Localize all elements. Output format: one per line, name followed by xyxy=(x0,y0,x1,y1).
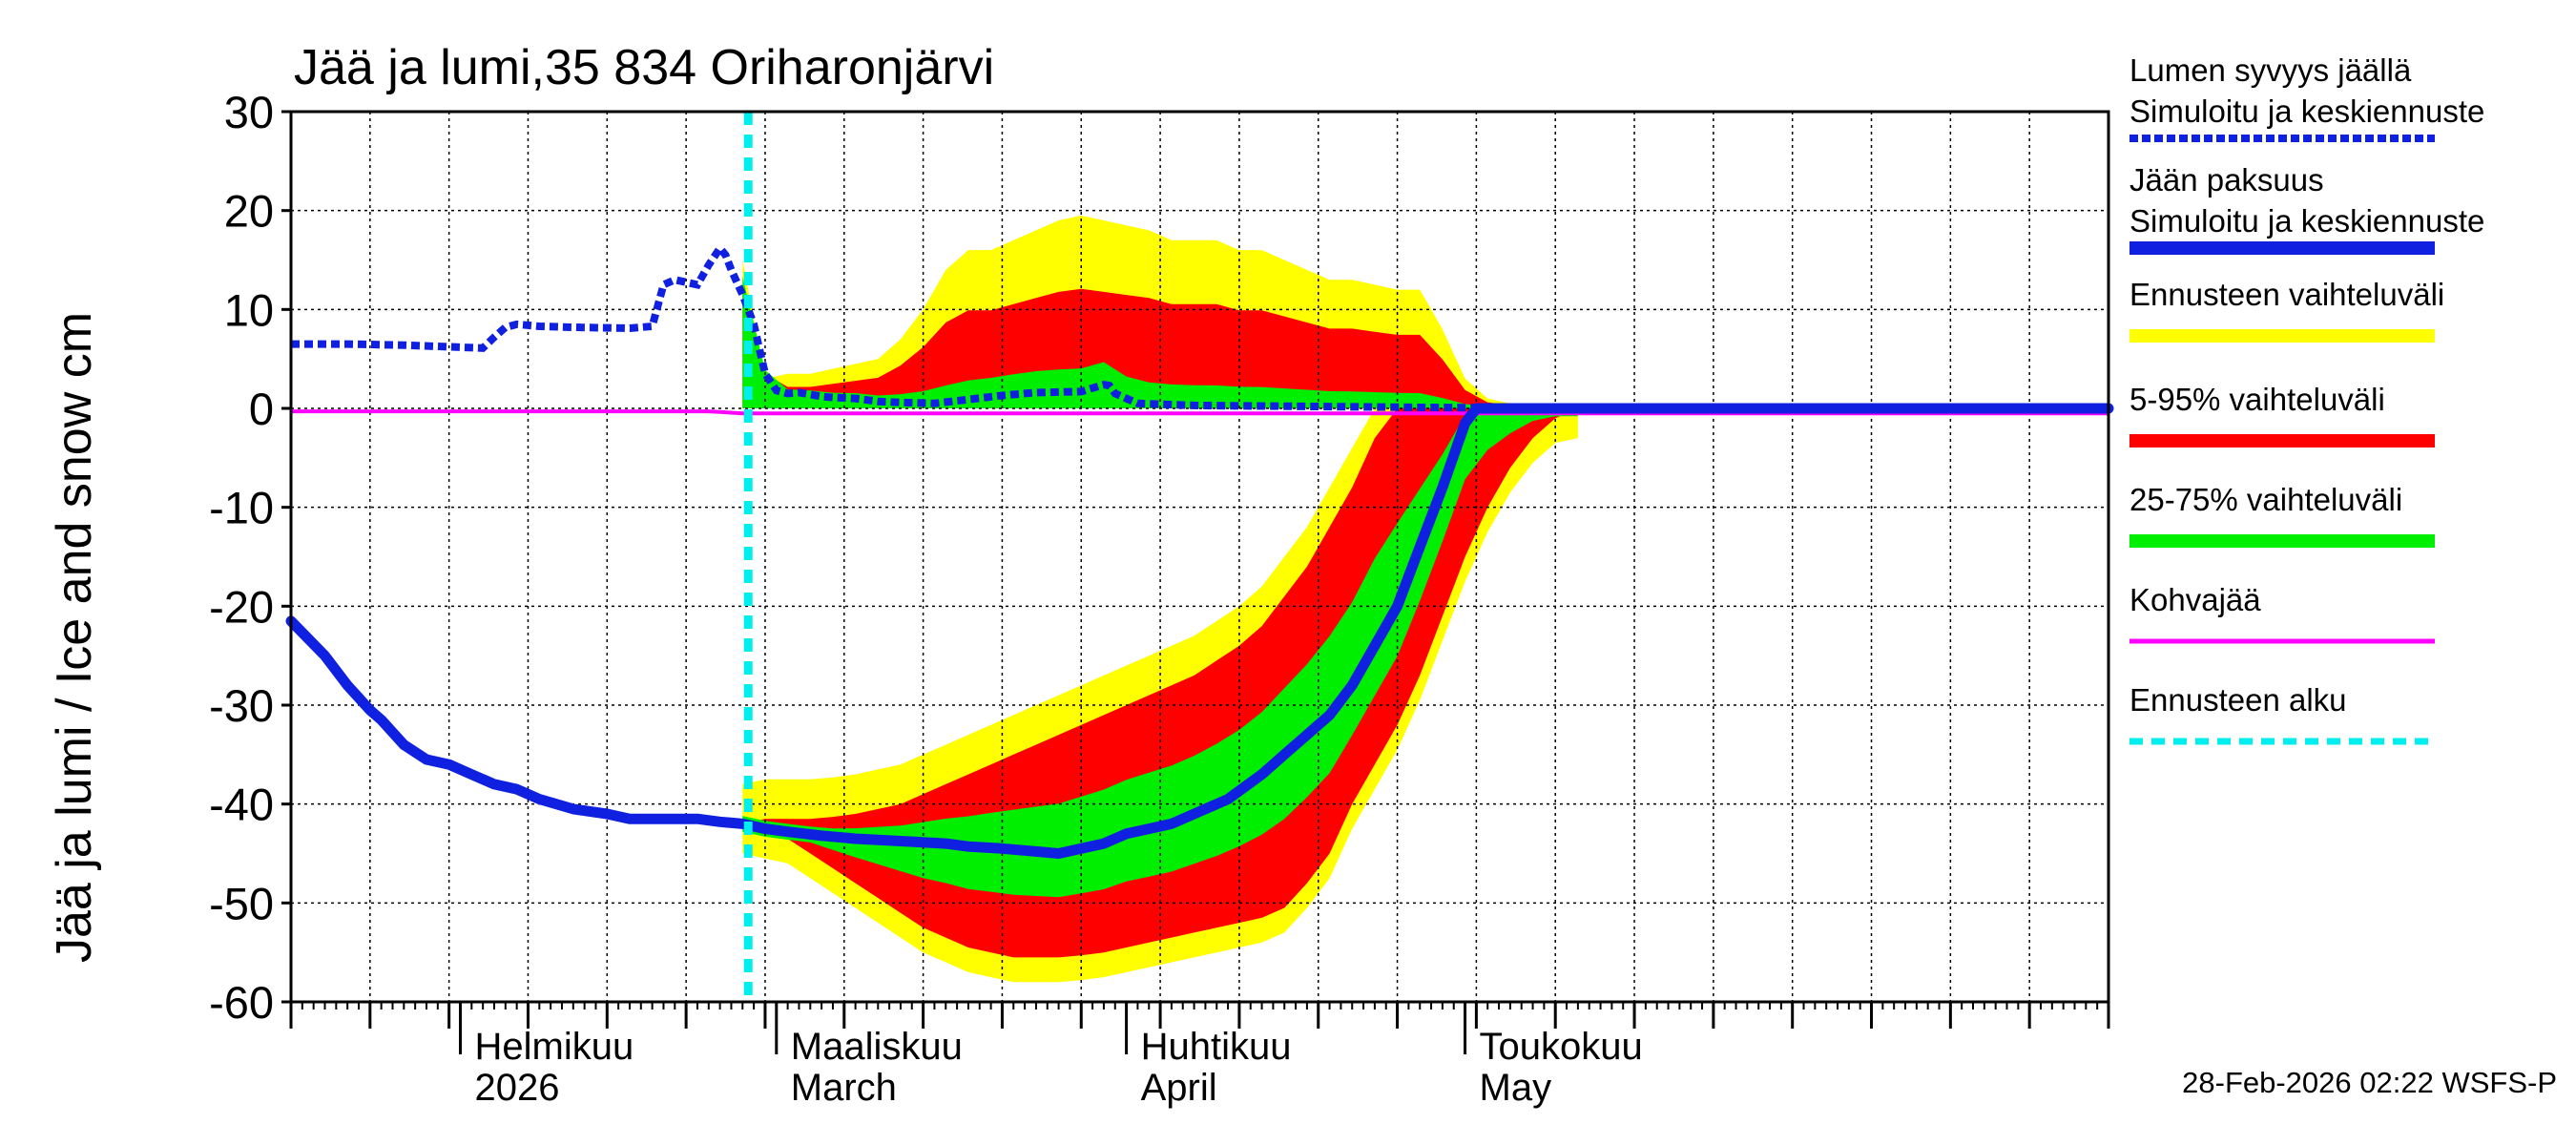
x-month-label: Huhtikuu xyxy=(1141,1026,1292,1068)
legend-sublabel: Simuloitu ja keskiennuste xyxy=(2129,94,2484,129)
chart-title: Jää ja lumi,35 834 Oriharonjärvi xyxy=(294,40,994,95)
x-month-label: Helmikuu xyxy=(474,1026,634,1068)
y-tick-label: -20 xyxy=(209,581,274,632)
x-month-sublabel: 2026 xyxy=(474,1067,559,1109)
x-month-label: Maaliskuu xyxy=(791,1026,963,1068)
y-tick-label: 0 xyxy=(249,384,274,434)
legend-label: Ennusteen alku xyxy=(2129,682,2347,718)
series-lines xyxy=(285,112,2114,1002)
legend-label: Ennusteen vaihteluväli xyxy=(2129,277,2444,312)
y-tick-label: 30 xyxy=(224,87,274,137)
timestamp: 28-Feb-2026 02:22 WSFS-P xyxy=(2182,1066,2557,1099)
legend-sublabel: Simuloitu ja keskiennuste xyxy=(2129,203,2484,239)
legend-label: Lumen syvyys jäällä xyxy=(2129,52,2412,88)
kohvajaa-line xyxy=(291,409,2109,416)
plot-frame xyxy=(289,110,2110,1004)
ice-25-75-band xyxy=(742,408,1578,898)
legend-label: Kohvajää xyxy=(2129,582,2261,617)
x-month-label: Toukokuu xyxy=(1480,1026,1643,1068)
snow-5-95-band xyxy=(742,288,1578,408)
y-tick-label: -30 xyxy=(209,680,274,731)
y-tick-label: 20 xyxy=(224,186,274,237)
legend: Lumen syvyys jäällä Simuloitu ja keskienn… xyxy=(2129,52,2484,745)
legend-label: 25-75% vaihteluväli xyxy=(2129,482,2402,517)
y-axis-label: Jää ja lumi / Ice and snow cm xyxy=(47,312,102,963)
x-month-sublabel: March xyxy=(791,1067,897,1109)
x-month-sublabel: April xyxy=(1141,1067,1217,1109)
y-tick-label: -50 xyxy=(209,878,274,928)
y-tick-label: -40 xyxy=(209,780,274,830)
y-tick-label: -60 xyxy=(209,977,274,1028)
y-tick-label: 10 xyxy=(224,284,274,335)
y-tick-label: -10 xyxy=(209,483,274,533)
snow-depth-line xyxy=(291,241,2109,412)
legend-label: 5-95% vaihteluväli xyxy=(2129,382,2385,417)
ice-thickness-line xyxy=(285,403,2114,859)
x-month-sublabel: May xyxy=(1480,1067,1552,1109)
legend-label: Jään paksuus xyxy=(2129,162,2324,198)
